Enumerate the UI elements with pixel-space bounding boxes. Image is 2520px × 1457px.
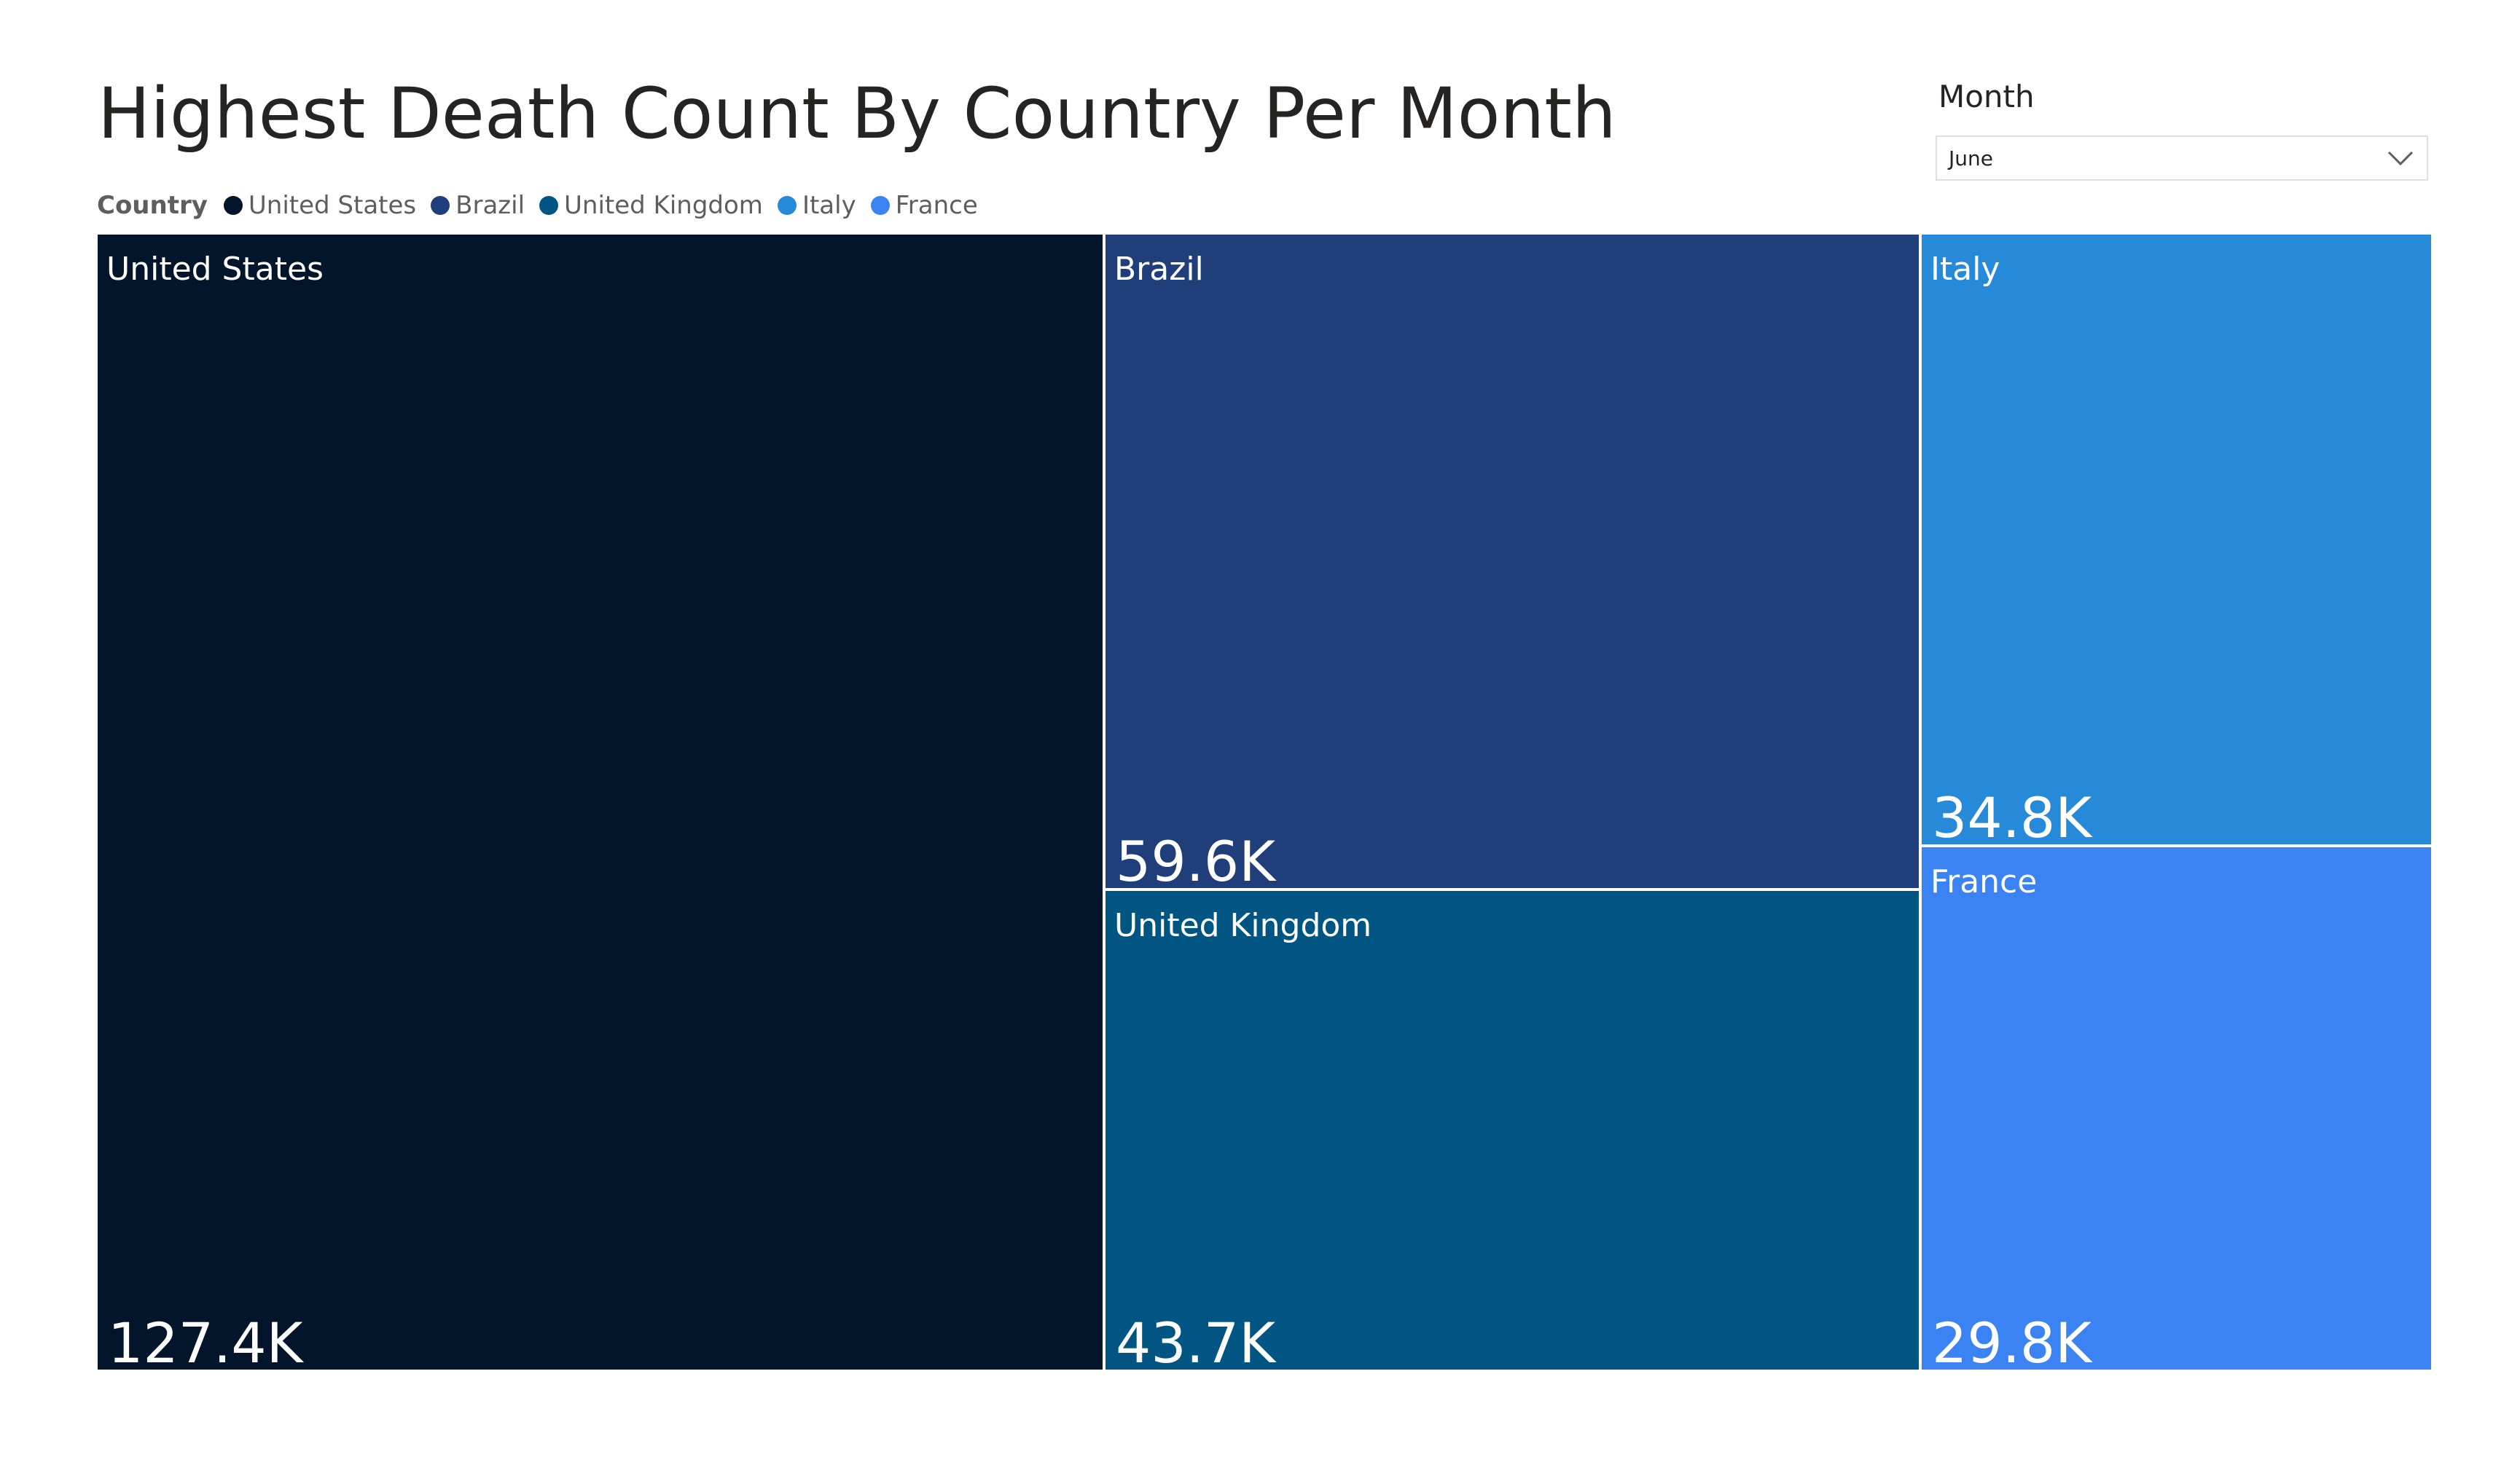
legend-dot (777, 196, 797, 215)
chevron-down-icon[interactable] (2386, 147, 2415, 169)
month-slicer-label: Month (1938, 79, 2035, 114)
legend-dot (870, 196, 890, 215)
tile-label-united-kingdom: United Kingdom (1114, 907, 1371, 944)
tile-value-united-kingdom: 43.7K (1116, 1311, 1277, 1370)
legend-item-united-kingdom[interactable]: United Kingdom (539, 191, 763, 220)
treemap-tile-brazil[interactable] (1106, 235, 1919, 888)
tile-label-france: France (1930, 863, 2037, 900)
legend-title: Country (97, 191, 208, 220)
legend-item-brazil[interactable]: Brazil (431, 191, 525, 220)
legend-label: United States (248, 191, 417, 220)
month-dropdown[interactable]: June (1936, 136, 2428, 181)
legend-dot (431, 196, 450, 215)
treemap-tile-united-kingdom[interactable] (1106, 891, 1919, 1370)
legend-label: United Kingdom (564, 191, 763, 220)
tile-value-united-states: 127.4K (108, 1311, 305, 1370)
legend-label: Brazil (455, 191, 525, 220)
month-dropdown-value: June (1949, 146, 1993, 170)
tile-label-united-states: United States (106, 251, 324, 288)
tile-label-brazil: Brazil (1114, 251, 1204, 288)
treemap-tile-france[interactable] (1922, 847, 2431, 1370)
legend-label: France (895, 191, 978, 220)
legend-dot (539, 196, 559, 215)
tile-label-italy: Italy (1930, 251, 2000, 288)
treemap-chart: United States 127.4K Brazil 59.6K United Kin… (98, 235, 2431, 1370)
legend-dot (223, 196, 243, 215)
tile-value-france: 29.8K (1932, 1311, 2093, 1370)
tile-value-brazil: 59.6K (1116, 829, 1277, 894)
legend: Country United States Brazil United King… (97, 188, 993, 223)
legend-item-italy[interactable]: Italy (777, 191, 856, 220)
treemap-tile-united-states[interactable] (98, 235, 1103, 1370)
chart-title: Highest Death Count By Country Per Month (98, 73, 1616, 154)
tile-value-italy: 34.8K (1932, 785, 2093, 850)
legend-item-united-states[interactable]: United States (223, 191, 417, 220)
legend-label: Italy (802, 191, 856, 220)
treemap-tile-italy[interactable] (1922, 235, 2431, 844)
legend-item-france[interactable]: France (870, 191, 978, 220)
